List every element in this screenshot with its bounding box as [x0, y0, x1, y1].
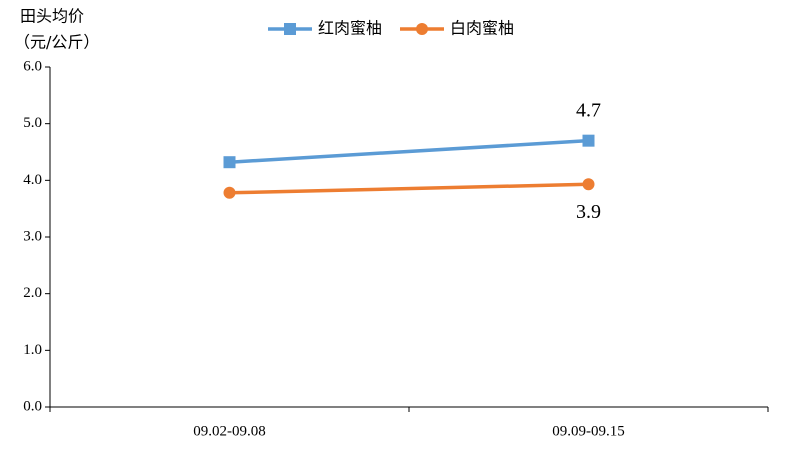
y-tick-label: 3.0 [23, 228, 42, 244]
series-line [229, 182, 589, 195]
legend-label: 白肉蜜柚 [450, 19, 514, 38]
data-point [223, 156, 236, 169]
y-tick-label: 2.0 [23, 285, 42, 301]
data-label: 4.7 [576, 99, 601, 121]
legend-marker [284, 23, 296, 35]
x-tick-label: 09.09-09.15 [552, 423, 625, 439]
y-axis-title: 田头均价 [20, 7, 84, 26]
y-tick-label: 5.0 [23, 115, 42, 131]
y-tick-label: 4.0 [23, 172, 42, 188]
y-tick-label: 6.0 [23, 58, 42, 74]
data-label: 3.9 [576, 201, 601, 223]
y-tick-label: 1.0 [23, 342, 42, 358]
legend-label: 红肉蜜柚 [318, 19, 382, 38]
x-tick-label: 09.02-09.08 [193, 423, 266, 439]
series-line [229, 138, 589, 164]
data-point [582, 134, 595, 147]
y-tick-label: 0.0 [23, 398, 42, 414]
legend-marker [416, 23, 428, 35]
data-point [582, 178, 595, 191]
data-point [223, 186, 236, 199]
y-axis-title: （元/公斤） [14, 33, 99, 52]
